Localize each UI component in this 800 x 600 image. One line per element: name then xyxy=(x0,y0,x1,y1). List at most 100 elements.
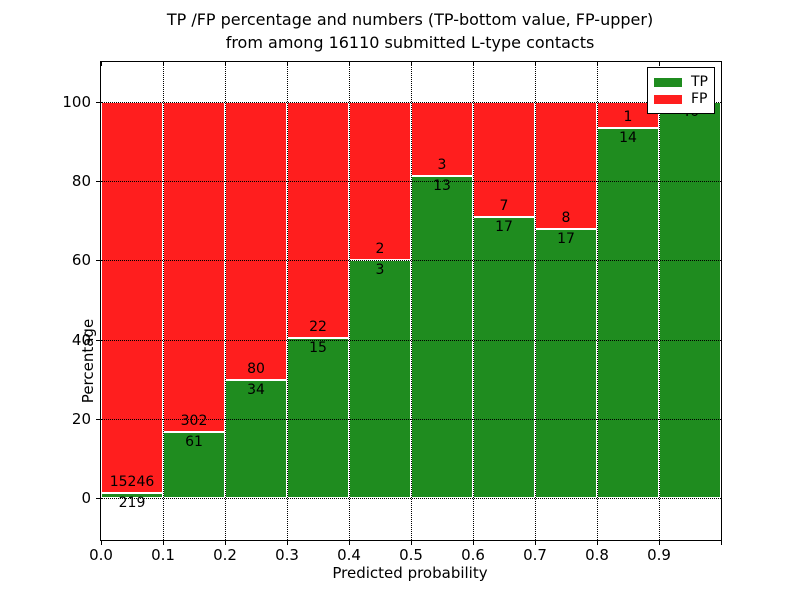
x-tick-label: 0.8 xyxy=(585,546,609,564)
tp-count-label: 17 xyxy=(495,219,513,236)
x-tick-mark-top xyxy=(597,62,598,66)
legend-item-tp: TP xyxy=(654,74,708,90)
x-gridline xyxy=(411,62,412,540)
fp-count-label: 22 xyxy=(309,318,327,335)
bar-segment-tp xyxy=(349,260,411,499)
y-tick-label: 80 xyxy=(71,172,91,190)
bar-segment-tp xyxy=(101,492,163,499)
x-tick-mark-top xyxy=(473,62,474,66)
x-tick-mark xyxy=(163,540,164,545)
y-tick-label: 100 xyxy=(62,92,91,111)
x-gridline xyxy=(287,62,288,540)
fp-count-label: 2 xyxy=(375,241,385,258)
x-gridline xyxy=(225,62,226,540)
bar-segment-tp xyxy=(659,101,721,499)
x-tick-label: 0.2 xyxy=(213,546,237,564)
legend: TP FP xyxy=(647,67,715,114)
x-tick-mark-top xyxy=(349,62,350,66)
x-tick-label: 0.1 xyxy=(151,546,175,564)
tp-count-label: 13 xyxy=(433,178,451,195)
bar-segment-tp xyxy=(287,337,349,499)
y-tick-label: 20 xyxy=(71,410,91,428)
y-tick-label: 40 xyxy=(71,330,91,349)
legend-item-fp: FP xyxy=(654,91,708,107)
tp-count-label: 17 xyxy=(557,230,575,247)
x-tick-label: 0.4 xyxy=(337,546,361,564)
y-tick-label: 60 xyxy=(71,251,91,270)
x-gridline xyxy=(349,62,350,540)
x-tick-mark xyxy=(411,540,412,545)
x-tick-mark xyxy=(473,540,474,545)
x-tick-mark-top xyxy=(659,62,660,66)
y-tick-mark xyxy=(96,260,101,262)
y-tick-mark xyxy=(96,419,101,420)
tp-count-label: 61 xyxy=(185,433,203,450)
bar-segment-fp xyxy=(225,101,287,381)
tp-count-label: 34 xyxy=(247,382,265,399)
x-tick-mark xyxy=(287,540,288,545)
x-tick-mark-top xyxy=(535,62,536,66)
x-tick-label: 0.6 xyxy=(461,546,485,564)
x-tick-label: 0.0 xyxy=(89,546,113,564)
legend-label-tp: TP xyxy=(691,74,708,90)
bar-segment-tp xyxy=(597,128,659,499)
fp-count-label: 1 xyxy=(623,109,633,126)
fp-count-label: 8 xyxy=(561,209,571,226)
bar-segment-tp xyxy=(535,228,597,499)
bar-segment-fp xyxy=(597,101,659,129)
x-tick-mark xyxy=(721,540,722,545)
x-tick-mark xyxy=(535,540,536,545)
x-gridline xyxy=(473,62,474,540)
x-tick-mark-top xyxy=(163,62,164,66)
chart-title-line2: from among 16110 submitted L-type contac… xyxy=(225,33,595,52)
tp-count-label: 219 xyxy=(118,494,146,511)
fp-count-label: 302 xyxy=(180,412,208,429)
fp-count-label: 15246 xyxy=(109,473,155,490)
bar-segment-fp xyxy=(287,101,349,338)
y-tick-label: 0 xyxy=(81,489,91,508)
fp-count-label: 3 xyxy=(437,157,447,174)
legend-swatch-fp-icon xyxy=(654,94,682,104)
bar-segment-fp xyxy=(535,101,597,229)
y-tick-mark xyxy=(96,181,101,182)
x-tick-mark xyxy=(659,540,660,545)
plot-area: Percentage 15246 219 302 61 80 34 22 15 2 3 3 13 7 17… xyxy=(62,61,722,564)
x-gridline xyxy=(535,62,536,540)
x-gridline xyxy=(659,62,660,540)
bar-segment-tp xyxy=(163,431,225,499)
fp-count-label: 7 xyxy=(499,198,509,215)
y-tick-mark xyxy=(96,339,101,341)
bar-segment-fp xyxy=(411,101,473,177)
y-tick-mark xyxy=(96,498,101,500)
tp-count-label: 15 xyxy=(309,339,327,356)
y-tick-mark xyxy=(96,101,101,103)
x-tick-mark-top xyxy=(101,62,102,66)
tp-count-label: 3 xyxy=(375,262,385,279)
bar-segment-tp xyxy=(411,176,473,499)
bar-segment-fp xyxy=(163,101,225,432)
x-tick-label: 0.3 xyxy=(275,546,299,564)
chart-title-line1: TP /FP percentage and numbers (TP-bottom… xyxy=(166,10,654,29)
tp-count-label: 14 xyxy=(619,130,637,147)
x-tick-label: 0.5 xyxy=(399,546,423,564)
legend-label-fp: FP xyxy=(691,91,708,107)
x-tick-mark xyxy=(597,540,598,545)
x-gridline xyxy=(163,62,164,540)
bar-segment-tp xyxy=(473,217,535,499)
x-tick-label: 0.9 xyxy=(647,546,671,564)
x-tick-mark xyxy=(225,540,226,545)
fp-count-label: 80 xyxy=(247,361,265,378)
x-tick-mark-top xyxy=(411,62,412,66)
x-tick-label: 0.7 xyxy=(523,546,547,564)
x-tick-mark xyxy=(101,540,102,545)
x-gridline xyxy=(597,62,598,540)
x-tick-mark-top xyxy=(287,62,288,66)
x-tick-mark-top xyxy=(225,62,226,66)
x-tick-mark-top xyxy=(721,62,722,66)
chart-title: TP /FP percentage and numbers (TP-bottom… xyxy=(100,8,720,54)
bar-segment-fp xyxy=(101,101,163,493)
legend-swatch-tp-icon xyxy=(654,77,682,87)
x-axis-label: Predicted probability xyxy=(332,564,488,582)
x-tick-mark xyxy=(349,540,350,545)
